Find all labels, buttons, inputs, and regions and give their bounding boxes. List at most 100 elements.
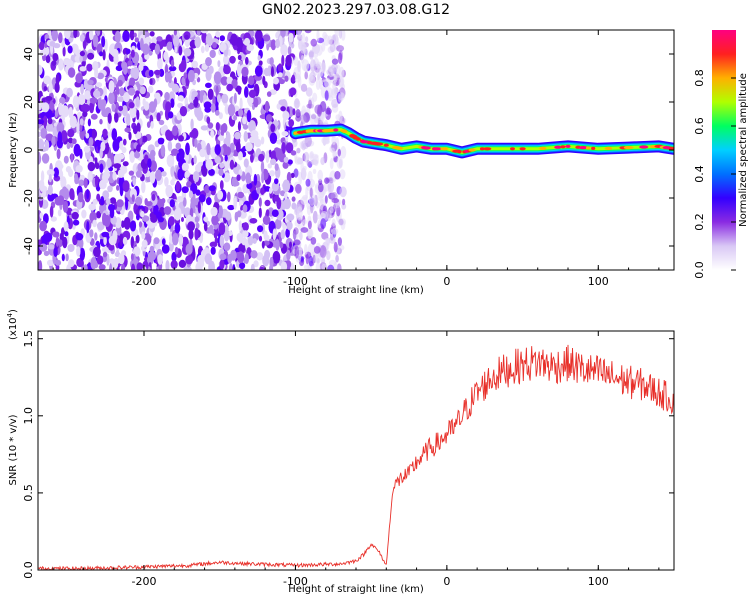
noise-blob xyxy=(38,249,42,256)
noise-blob xyxy=(95,82,103,88)
noise-blob xyxy=(242,230,249,238)
snr-x-tick-label: 0 xyxy=(443,575,450,588)
noise-blob xyxy=(132,125,138,135)
snr-y-tick-label: 1.5 xyxy=(22,330,35,348)
noise-blob xyxy=(135,196,143,206)
noise-blob xyxy=(260,187,265,195)
noise-blob xyxy=(123,138,127,146)
noise-blob xyxy=(237,86,242,95)
noise-blob xyxy=(291,74,296,83)
noise-blob xyxy=(194,36,201,48)
noise-blob xyxy=(242,222,249,232)
noise-blob xyxy=(68,259,75,268)
figure-title: GN02.2023.297.03.08.G12 xyxy=(262,2,450,18)
noise-blob xyxy=(330,228,339,235)
noise-blob xyxy=(187,221,196,232)
noise-blob xyxy=(38,131,41,138)
noise-blob xyxy=(214,156,221,164)
noise-blob xyxy=(308,255,313,267)
noise-blob xyxy=(178,259,187,268)
noise-blob xyxy=(50,216,57,222)
noise-blob xyxy=(241,66,249,77)
noise-blob xyxy=(238,243,246,254)
signal-peak xyxy=(432,147,442,151)
noise-blob xyxy=(94,232,98,241)
noise-blob xyxy=(175,142,182,150)
noise-blob xyxy=(296,206,303,220)
noise-blob xyxy=(84,90,91,100)
noise-blob xyxy=(87,79,94,86)
noise-blob xyxy=(197,201,201,214)
noise-blob xyxy=(302,219,308,225)
noise-blob xyxy=(329,206,334,214)
noise-blob xyxy=(326,250,331,261)
noise-blob xyxy=(168,65,177,72)
noise-blob xyxy=(134,151,141,159)
noise-blob xyxy=(223,172,231,183)
noise-blob xyxy=(223,65,231,75)
noise-blob xyxy=(121,105,128,117)
noise-blob xyxy=(237,121,242,132)
noise-blob xyxy=(67,128,75,138)
noise-blob xyxy=(38,64,43,76)
noise-blob xyxy=(109,197,117,205)
noise-blob xyxy=(54,96,58,107)
noise-blob xyxy=(246,110,252,123)
colorbar-tick-label: 0.8 xyxy=(693,69,706,87)
noise-blob xyxy=(271,66,274,77)
noise-blob xyxy=(94,67,99,79)
noise-blob xyxy=(337,148,341,157)
noise-blob xyxy=(242,124,249,130)
noise-blob xyxy=(116,96,125,102)
noise-blob xyxy=(103,214,111,228)
noise-blob xyxy=(150,121,154,129)
signal-peak xyxy=(422,146,431,150)
noise-blob xyxy=(330,90,337,99)
snr-panel: -200 -100 0 100 0.0 0.5 1.0 1.5 Height of strai… xyxy=(6,309,675,595)
noise-blob xyxy=(144,201,153,207)
noise-blob xyxy=(52,53,59,62)
noise-blob xyxy=(139,86,146,95)
noise-blob xyxy=(184,34,189,40)
noise-blob xyxy=(49,205,54,218)
noise-blob xyxy=(196,110,204,122)
signal-peak xyxy=(394,146,403,150)
noise-blob xyxy=(215,110,220,116)
noise-blob xyxy=(38,138,45,151)
noise-blob xyxy=(108,92,115,105)
noise-blob xyxy=(205,158,214,171)
noise-blob xyxy=(320,157,326,166)
noise-blob xyxy=(225,224,229,234)
noise-blob xyxy=(250,130,259,139)
noise-blob xyxy=(331,98,339,108)
noise-blob xyxy=(217,135,225,142)
noise-blob xyxy=(269,170,275,177)
noise-blob xyxy=(283,156,289,163)
noise-blob xyxy=(204,44,210,52)
noise-blob xyxy=(132,177,137,186)
noise-blob xyxy=(234,131,242,140)
colorbar-gradient xyxy=(712,30,736,270)
noise-blob xyxy=(270,39,277,51)
noise-blob xyxy=(171,83,180,93)
noise-blob xyxy=(237,54,242,61)
snr-y-tick-label: 1.0 xyxy=(22,407,35,425)
noise-blob xyxy=(45,109,53,120)
noise-blob xyxy=(340,146,347,159)
noise-blob xyxy=(313,154,319,167)
noise-blob xyxy=(117,169,125,178)
noise-blob xyxy=(118,253,125,265)
noise-blob xyxy=(314,254,322,264)
noise-blob xyxy=(106,253,110,266)
noise-blob xyxy=(185,142,190,156)
noise-blob xyxy=(311,114,317,120)
noise-blob xyxy=(304,244,308,255)
noise-blob xyxy=(337,237,342,246)
noise-blob xyxy=(288,36,294,43)
noise-blob xyxy=(136,109,140,121)
noise-blob xyxy=(233,115,238,121)
noise-blob xyxy=(254,65,263,77)
noise-blob xyxy=(223,242,231,251)
noise-blob xyxy=(86,63,93,72)
